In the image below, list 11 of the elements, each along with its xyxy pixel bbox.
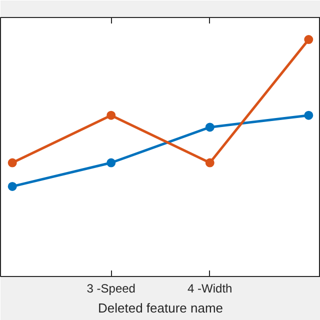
point [205, 122, 214, 132]
x-tick-label: 4 -Width [188, 282, 232, 296]
point [106, 110, 116, 120]
x-tick-label: 3 -Speed [86, 282, 136, 296]
x-axis-title: Deleted feature name [98, 300, 224, 316]
point [304, 35, 314, 44]
point [205, 158, 214, 168]
point [8, 182, 17, 191]
point [106, 158, 116, 168]
point [304, 110, 314, 120]
point [8, 158, 17, 168]
